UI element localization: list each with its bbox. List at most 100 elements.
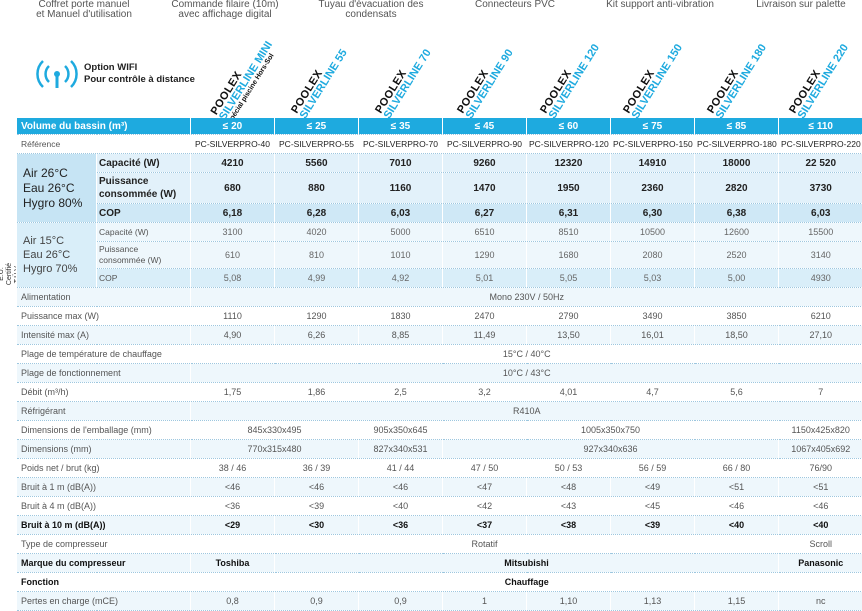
heating-range-row: Plage de température de chauffage 15°C /…	[17, 345, 862, 364]
feature-pvc-connectors: Connecteurs PVC	[460, 0, 570, 10]
row-label: Marque du compresseur	[17, 554, 191, 573]
cond2-cop-row: COP 5,08 4,99 4,92 5,01 5,05 5,03 5,00 4…	[17, 269, 862, 288]
cell: 1680	[527, 242, 611, 269]
condition-label: Air 26°C Eau 26°C Hygro 80%	[17, 154, 97, 223]
cell: PC-SILVERPRO-120	[527, 135, 611, 154]
cell: <51	[695, 478, 779, 497]
cell: 22 520	[779, 154, 862, 173]
cell: 47 / 50	[443, 459, 527, 478]
cell: ≤ 45	[443, 118, 527, 135]
max-power-row: Puissance max (W) 1110 1290 1830 2470 27…	[17, 307, 862, 326]
cell: 905x350x645	[359, 421, 443, 440]
cell: 7010	[359, 154, 443, 173]
cell: <46	[275, 478, 359, 497]
cell: 4,99	[275, 269, 359, 288]
cell: 6,03	[779, 204, 862, 223]
row-label: COP	[97, 204, 191, 223]
cell: 1005x350x750	[443, 421, 779, 440]
cell: 6,26	[275, 326, 359, 345]
cell: ≤ 20	[191, 118, 275, 135]
cell: Chauffage	[191, 573, 862, 592]
row-label: Puissance max (W)	[17, 307, 191, 326]
cell: 880	[275, 173, 359, 204]
wifi-subtitle: Pour contrôle à distance	[84, 74, 195, 86]
refrigerant-row: Réfrigérant R410A	[17, 402, 862, 421]
cell: 3,2	[443, 383, 527, 402]
cond1-power-row: Puissance consommée (W) 680 880 1160 147…	[17, 173, 862, 204]
cell: 1470	[443, 173, 527, 204]
cell: <43	[527, 497, 611, 516]
cell: <49	[611, 478, 695, 497]
cell: 8510	[527, 223, 611, 242]
cell: PC-SILVERPRO-40	[191, 135, 275, 154]
cell: 50 / 53	[527, 459, 611, 478]
cell: 1830	[359, 307, 443, 326]
cell: <48	[527, 478, 611, 497]
cell: 6,28	[275, 204, 359, 223]
cond2-power-row: Puissance consommée (W) 610 810 1010 129…	[17, 242, 862, 269]
max-current-row: Intensité max (A) 4,90 6,26 8,85 11,49 1…	[17, 326, 862, 345]
cell: Rotatif	[191, 535, 779, 554]
cell: 1950	[527, 173, 611, 204]
feature-wired-control: Commande filaire (10m) avec affichage di…	[160, 0, 290, 20]
row-label: Type de compresseur	[17, 535, 191, 554]
cell: 5,00	[695, 269, 779, 288]
cell: 1290	[443, 242, 527, 269]
cell: 1160	[359, 173, 443, 204]
cell: 2360	[611, 173, 695, 204]
row-label: Bruit à 4 m (dB(A))	[17, 497, 191, 516]
model-brand: POOLEX	[289, 21, 354, 116]
cell: 6,18	[191, 204, 275, 223]
model-brand: POOLEX	[787, 21, 852, 116]
cell: PC-SILVERPRO-150	[611, 135, 695, 154]
row-label: Dimensions de l'emballage (mm)	[17, 421, 191, 440]
row-label: Capacité (W)	[97, 154, 191, 173]
cell: <47	[443, 478, 527, 497]
cell: 3490	[611, 307, 695, 326]
cell: 15°C / 40°C	[191, 345, 862, 364]
cell: <36	[359, 516, 443, 535]
model-brand: POOLEX	[538, 21, 603, 116]
row-label: Intensité max (A)	[17, 326, 191, 345]
model-series: SILVERLINE 220	[796, 26, 861, 121]
cell: <46	[191, 478, 275, 497]
cell: <39	[275, 497, 359, 516]
cell: 5560	[275, 154, 359, 173]
cell: <37	[443, 516, 527, 535]
cell: 6,03	[359, 204, 443, 223]
model-series: SILVERLINE 150	[630, 26, 695, 121]
cell: 41 / 44	[359, 459, 443, 478]
cell: 3140	[779, 242, 862, 269]
feature-pallet-delivery: Livraison sur palette	[740, 0, 862, 10]
row-label: Dimensions (mm)	[17, 440, 191, 459]
cell: 827x340x531	[359, 440, 443, 459]
cell: R410A	[191, 402, 862, 421]
cell: 4,01	[527, 383, 611, 402]
cell: Toshiba	[191, 554, 275, 573]
row-label: Alimentation	[17, 288, 191, 307]
cell: ≤ 110	[779, 118, 862, 135]
noise-4m-row: Bruit à 4 m (dB(A)) <36 <39 <40 <42 <43 …	[17, 497, 862, 516]
row-label: Référence	[17, 135, 191, 154]
cell: 6,27	[443, 204, 527, 223]
cell: PC-SILVERPRO-220	[779, 135, 862, 154]
cell: PC-SILVERPRO-70	[359, 135, 443, 154]
power-supply-row: Alimentation Mono 230V / 50Hz	[17, 288, 862, 307]
row-label: Plage de fonctionnement	[17, 364, 191, 383]
cell: 7	[779, 383, 862, 402]
packaging-dimensions-row: Dimensions de l'emballage (mm) 845x330x4…	[17, 421, 862, 440]
row-label: Capacité (W)	[97, 223, 191, 242]
cell: 18,50	[695, 326, 779, 345]
cell: 5,05	[527, 269, 611, 288]
function-row: Fonction Chauffage	[17, 573, 862, 592]
cell: 5,03	[611, 269, 695, 288]
cell: 15500	[779, 223, 862, 242]
row-label: COP	[97, 269, 191, 288]
cell: 1,86	[275, 383, 359, 402]
row-label: Débit (m³/h)	[17, 383, 191, 402]
cell: 927x340x636	[443, 440, 779, 459]
